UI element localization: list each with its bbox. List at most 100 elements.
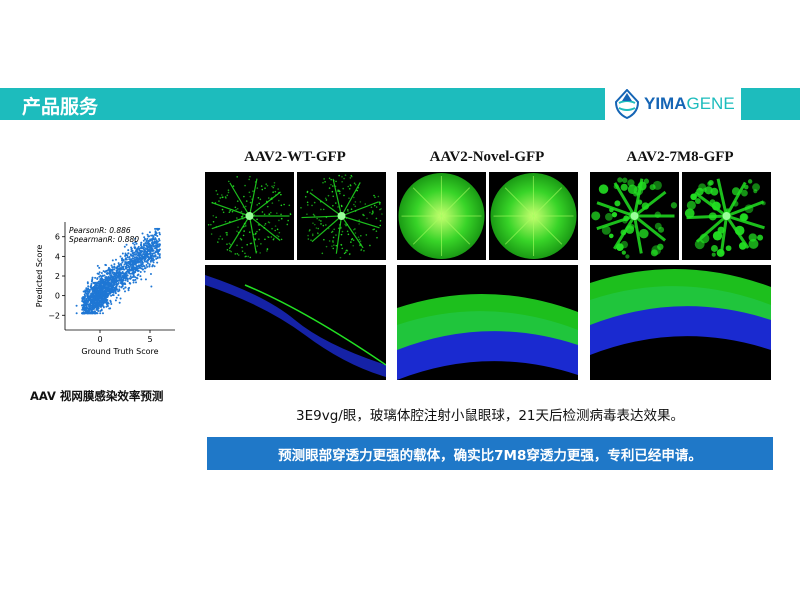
scatter-point [135,269,138,272]
scatter-point [128,286,131,289]
scatter-point [155,248,158,251]
scatter-point [142,243,145,246]
scatter-point [99,310,102,313]
scatter-point [150,259,153,262]
scatter-point [136,247,139,250]
scatter-point [123,282,126,285]
scatter-point [84,304,87,307]
scatter-point [132,281,135,284]
scatter-point [134,271,137,274]
scatter-point [152,252,155,255]
scatter-point [103,299,106,302]
scatter-point [122,266,125,269]
scatter-point [139,275,142,278]
scatter-point [107,277,110,280]
scatter-point [105,305,108,308]
scatter-point [115,283,118,286]
scatter-point [107,268,110,271]
scatter-point [120,264,123,267]
scatter-point [127,261,130,264]
scatter-point [127,271,130,274]
x-tick-label: 5 [147,335,152,344]
scatter-point [95,283,98,286]
scatter-point [87,304,90,307]
header-banner [0,88,605,120]
y-tick-label: 4 [55,252,60,261]
scatter-point [115,278,118,281]
scatter-point [114,299,117,302]
scatter-point [156,261,159,264]
scatter-point [142,257,145,260]
scatter-point [149,254,152,257]
scatter-point [158,231,161,234]
scatter-point [101,274,104,277]
scatter-point [114,258,117,261]
scatter-point [89,308,92,311]
scatter-point [117,273,120,276]
scatter-point [136,277,139,280]
scatter-point [153,265,156,268]
scatter-point [102,300,105,303]
scatter-point [158,249,161,252]
scatter-point [129,275,132,278]
scatter-point [128,269,131,272]
scatter-point [123,245,126,248]
scatter-point [89,307,92,310]
y-tick-label: 6 [55,233,60,242]
scatter-point [91,301,94,304]
scatter-point [158,239,161,242]
scatter-point [110,303,113,306]
scatter-point [98,292,101,295]
scatter-point [119,275,122,278]
scatter-point [139,256,142,259]
scatter-point [103,291,106,294]
retina-section-image [205,265,386,380]
scatter-point [100,290,103,293]
scatter-point [113,278,116,281]
scatter-point [124,262,127,265]
scatter-point [157,237,160,240]
scatter-point [123,290,126,293]
scatter-point [96,299,99,302]
scatter-point [150,244,153,247]
scatter-point [119,274,122,277]
scatter-point [152,261,155,264]
scatter-point [132,264,135,267]
scatter-point [109,299,112,302]
scatter-point [144,260,147,263]
scatter-point [119,271,122,274]
retina-flatmount-image [297,172,386,260]
scatter-point [151,259,154,262]
scatter-point [154,254,157,257]
scatter-point [132,279,135,282]
scatter-point [134,278,137,281]
retina-flatmount-image [590,172,679,260]
scatter-point [155,246,158,249]
scatter-point [156,250,159,253]
scatter-point [102,305,105,308]
scatter-point [81,297,84,300]
scatter-point [143,249,146,252]
scatter-point [158,254,161,257]
scatter-point [141,232,144,235]
scatter-point [154,255,157,258]
scatter-point [146,247,149,250]
scatter-point [158,256,161,259]
scatter-point [83,308,86,311]
scatter-point [132,262,135,265]
scatter-point [108,287,111,290]
scatter-point [145,260,148,263]
y-axis-label: Predicted Score [35,245,44,308]
scatter-point [147,253,150,256]
scatter-point [137,267,140,270]
scatter-point [144,247,147,250]
scatter-point [140,241,143,244]
scatter-point [135,265,138,268]
prediction-scatter-plot: 0 5 −2 0 2 4 6 Ground Truth Score Predicted Scor… [35,222,175,356]
page-title: 产品服务 [22,96,99,118]
x-axis-label: Ground Truth Score [81,347,158,356]
scatter-point [110,268,113,271]
scatter-point [135,262,138,265]
scatter-point [155,241,158,244]
scatter-point [92,298,95,301]
